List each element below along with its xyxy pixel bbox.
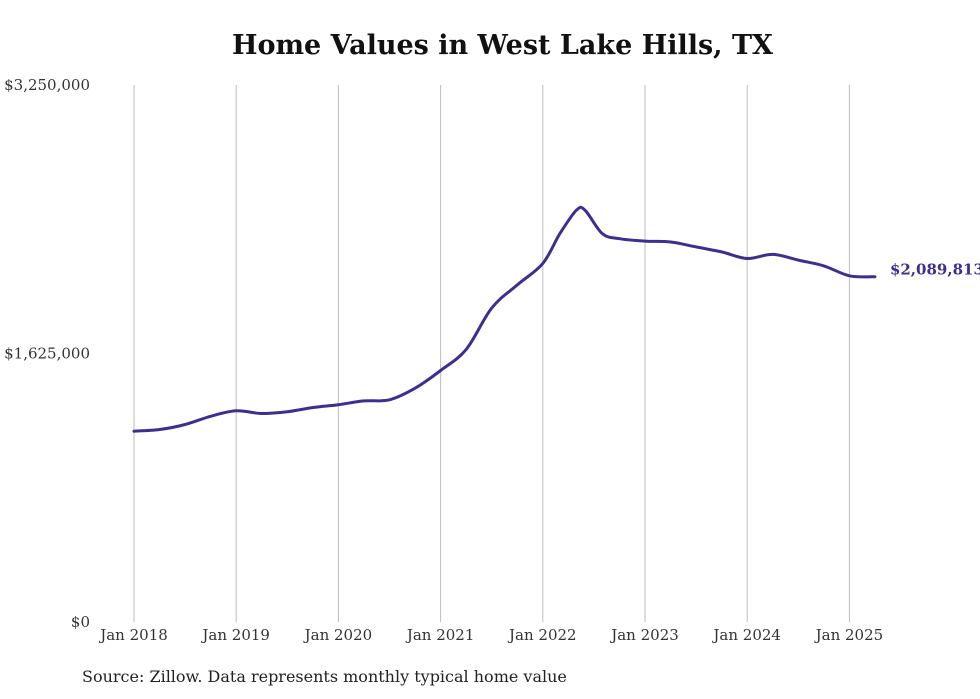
x-tick-label: Jan 2025 <box>814 626 884 644</box>
source-note: Source: Zillow. Data represents monthly … <box>82 667 567 686</box>
y-tick-label: $3,250,000 <box>4 76 90 94</box>
x-axis-ticks: Jan 2018 Jan 2019 Jan 2020 Jan 2021 Jan 2022… <box>98 626 883 644</box>
x-tick-label: Jan 2019 <box>200 626 270 644</box>
x-tick-label: Jan 2023 <box>609 626 679 644</box>
x-tick-label: Jan 2024 <box>711 626 781 644</box>
chart-title: Home Values in West Lake Hills, TX <box>231 30 774 61</box>
x-tick-label: Jan 2020 <box>303 626 373 644</box>
end-value-label: $2,089,813 <box>890 261 980 279</box>
gridlines <box>133 85 850 622</box>
y-axis-ticks: $0 $1,625,000 $3,250,000 <box>4 76 90 631</box>
y-tick-label: $0 <box>71 613 90 631</box>
series-line <box>132 205 877 433</box>
x-tick-label: Jan 2018 <box>98 626 168 644</box>
y-tick-label: $1,625,000 <box>4 345 90 363</box>
x-tick-label: Jan 2021 <box>405 626 475 644</box>
end-label-layer: $2,089,813 <box>890 261 980 279</box>
x-tick-label: Jan 2022 <box>507 626 577 644</box>
series-layer <box>132 205 877 433</box>
